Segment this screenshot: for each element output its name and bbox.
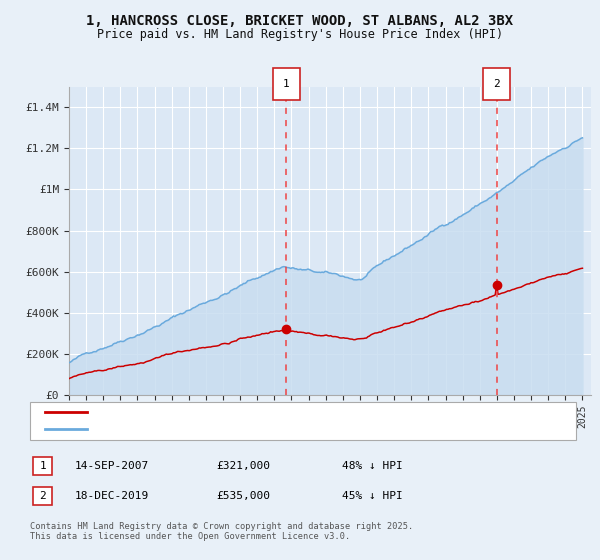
Text: 2: 2	[39, 491, 46, 501]
Text: 1: 1	[39, 461, 46, 471]
Text: 45% ↓ HPI: 45% ↓ HPI	[342, 491, 403, 501]
Text: 1: 1	[283, 79, 290, 89]
Text: 2: 2	[493, 79, 500, 89]
Text: £321,000: £321,000	[216, 461, 270, 471]
Text: Contains HM Land Registry data © Crown copyright and database right 2025.
This d: Contains HM Land Registry data © Crown c…	[30, 522, 413, 542]
Text: 14-SEP-2007: 14-SEP-2007	[75, 461, 149, 471]
Text: 48% ↓ HPI: 48% ↓ HPI	[342, 461, 403, 471]
Text: 1, HANCROSS CLOSE, BRICKET WOOD, ST ALBANS, AL2 3BX: 1, HANCROSS CLOSE, BRICKET WOOD, ST ALBA…	[86, 14, 514, 28]
Text: 18-DEC-2019: 18-DEC-2019	[75, 491, 149, 501]
Text: Price paid vs. HM Land Registry's House Price Index (HPI): Price paid vs. HM Land Registry's House …	[97, 28, 503, 41]
Text: HPI: Average price, detached house, St Albans: HPI: Average price, detached house, St A…	[93, 424, 352, 433]
Text: 1, HANCROSS CLOSE, BRICKET WOOD, ST ALBANS, AL2 3BX (detached house): 1, HANCROSS CLOSE, BRICKET WOOD, ST ALBA…	[93, 408, 484, 417]
Text: £535,000: £535,000	[216, 491, 270, 501]
